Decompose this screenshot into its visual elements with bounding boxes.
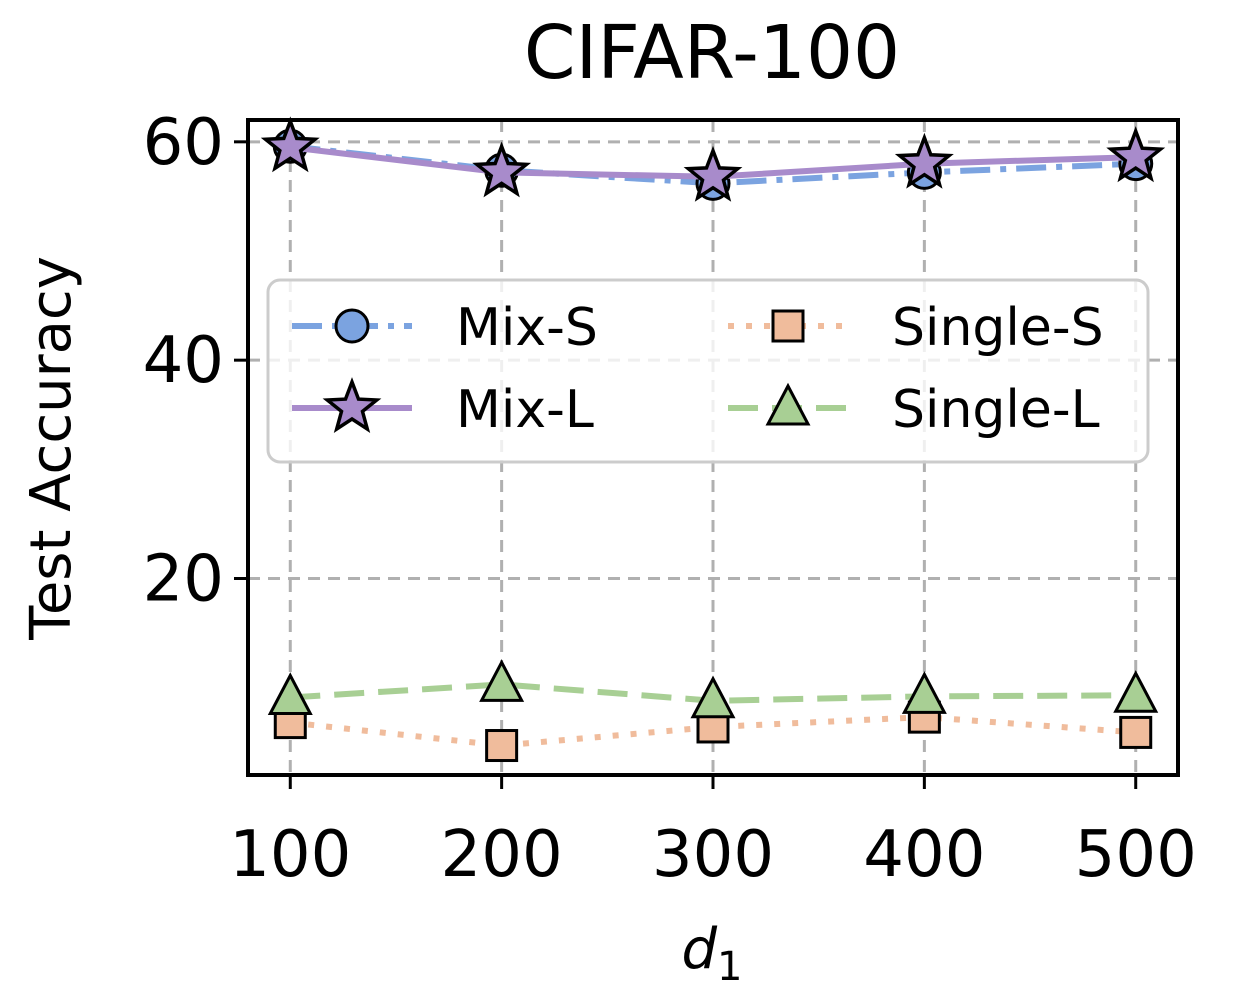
data-point (1106, 126, 1166, 183)
x-tick-label: 300 (652, 818, 774, 892)
data-point (1119, 715, 1153, 749)
ticks: 100 200 300 400 500 20 40 60 (143, 106, 1197, 892)
data-point (894, 132, 954, 189)
data-point (683, 145, 743, 202)
legend-label: Mix-L (456, 380, 594, 440)
data-point (690, 675, 736, 719)
chart-title: CIFAR-100 (524, 10, 900, 96)
x-axis-label: d1 (682, 917, 743, 990)
y-tick-label: 60 (143, 106, 224, 180)
legend-item-single-l: Single-L (728, 380, 1100, 440)
legend: Mix-S Mix-L Single-S Single-L (266, 278, 1150, 464)
y-tick-label: 40 (143, 324, 224, 398)
legend-label: Mix-S (456, 298, 598, 358)
data-point (901, 671, 947, 714)
data-point (479, 659, 525, 702)
series-mix-l (260, 116, 1166, 202)
x-axis-label-main: d (682, 917, 718, 982)
y-tick-label: 20 (143, 543, 224, 617)
y-axis-label: Test Accuracy (19, 256, 84, 641)
series-line (289, 714, 1136, 749)
legend-marker (771, 309, 805, 343)
legend-label: Single-S (892, 298, 1104, 358)
data-point (267, 672, 313, 715)
series-layer (260, 116, 1166, 763)
data-point (260, 116, 320, 173)
data-point (1113, 670, 1159, 713)
data-point (472, 141, 532, 198)
legend-box (266, 278, 1150, 464)
series-single-s (273, 700, 1153, 763)
x-tick-label: 400 (863, 818, 985, 892)
x-tick-label: 500 (1075, 818, 1197, 892)
data-point (485, 729, 519, 763)
x-tick-label: 200 (441, 818, 563, 892)
legend-item-mix-l: Mix-L (292, 377, 594, 440)
x-tick-label: 100 (229, 818, 351, 892)
legend-marker (322, 377, 382, 433)
x-axis-label-subscript: 1 (717, 944, 742, 990)
legend-marker (765, 382, 811, 426)
legend-marker (334, 308, 370, 344)
legend-item-mix-s: Mix-S (292, 298, 598, 358)
legend-label: Single-L (892, 380, 1100, 440)
legend-item-single-s: Single-S (728, 298, 1104, 358)
series-single-l (267, 659, 1159, 719)
